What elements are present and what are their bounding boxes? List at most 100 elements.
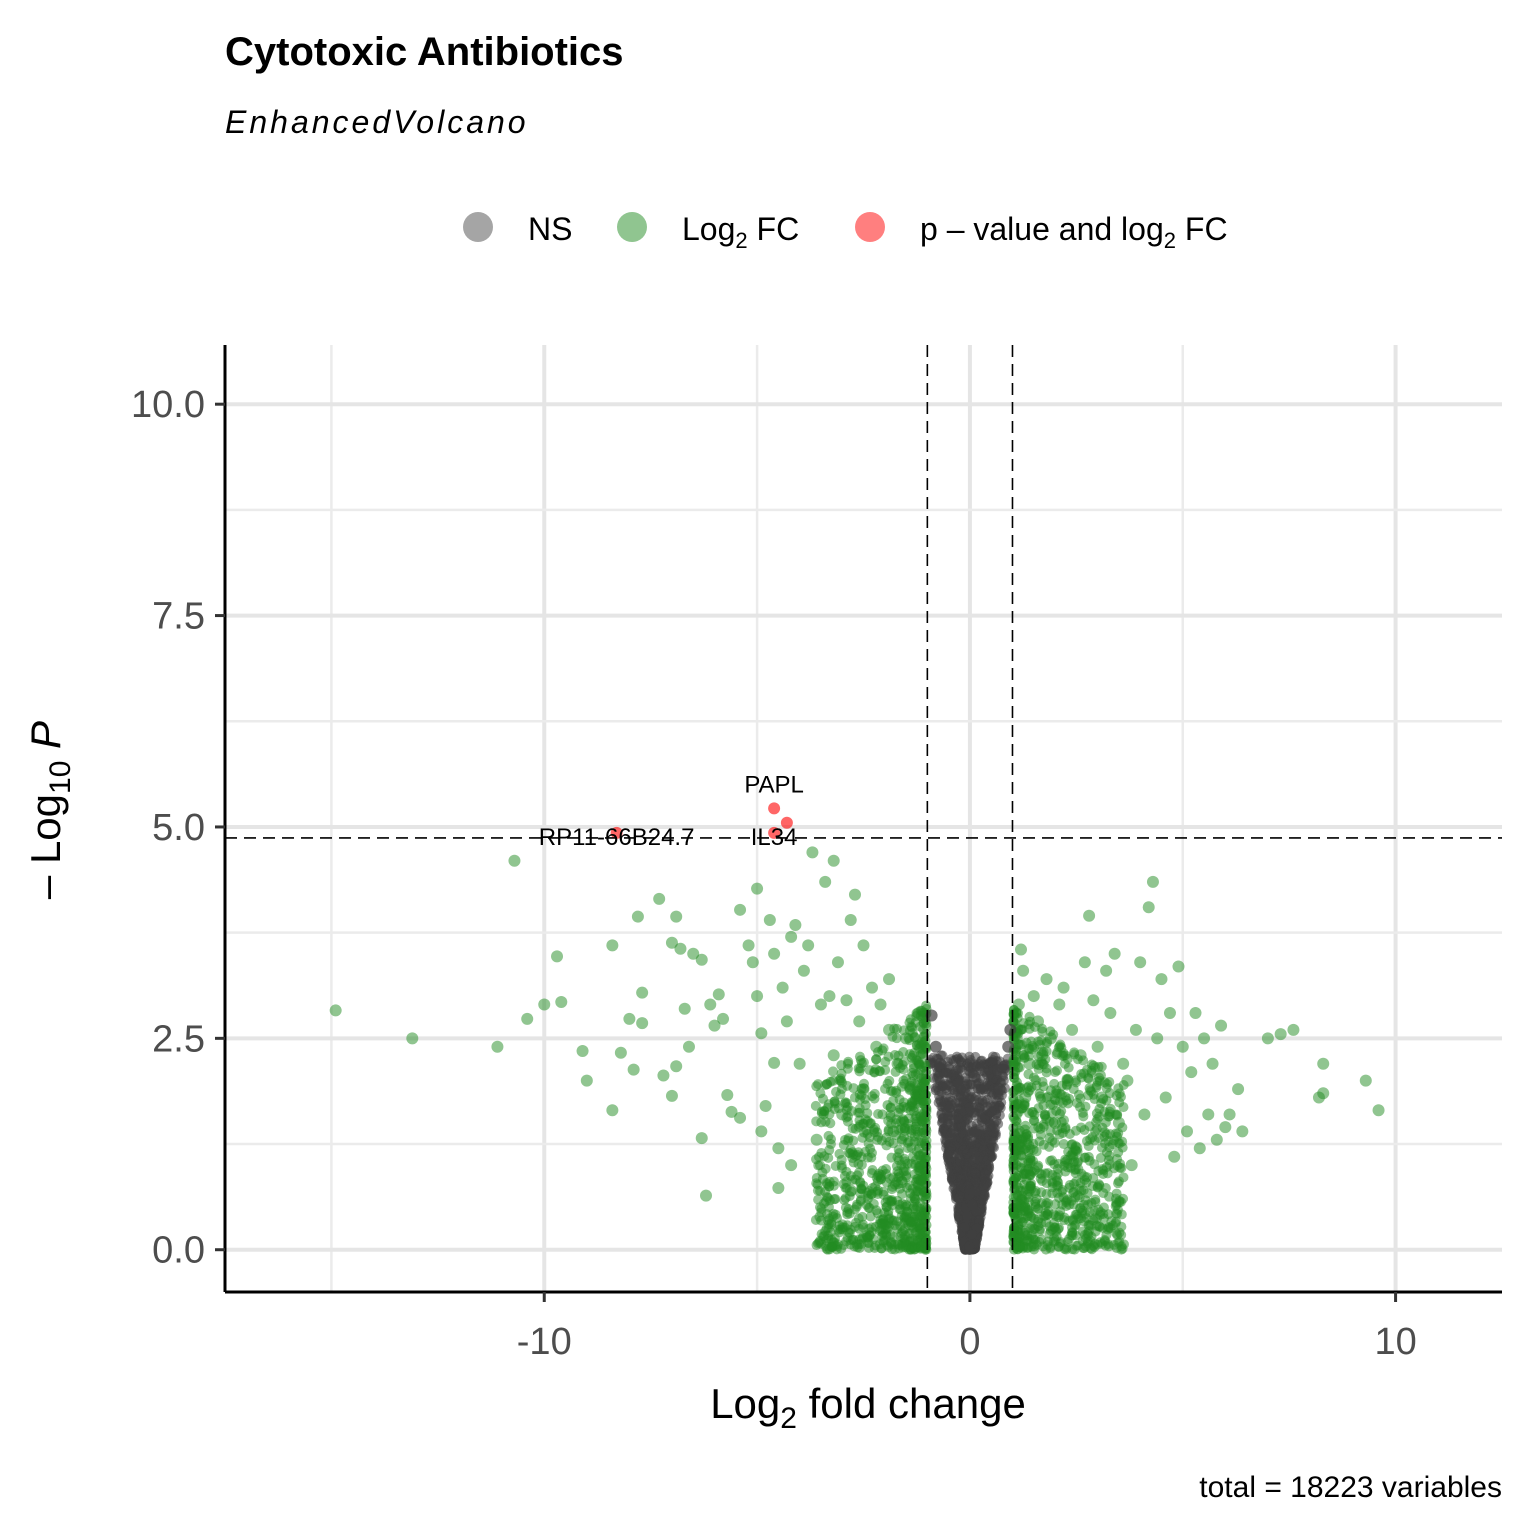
- log2fc-point: [665, 936, 678, 949]
- ns-point: [943, 1113, 954, 1124]
- y-tick-label: 7.5: [152, 596, 205, 638]
- log2fc-point: [888, 1138, 899, 1149]
- log2fc-point: [877, 1109, 888, 1120]
- log2fc-point: [857, 1083, 870, 1096]
- log2fc-point: [1114, 1097, 1125, 1108]
- x-axis-title: Log2 fold change: [710, 1380, 1026, 1435]
- ns-point: [944, 1148, 955, 1159]
- log2fc-point: [842, 1220, 853, 1231]
- log2fc-point: [827, 854, 840, 867]
- log2fc-point: [1047, 1224, 1058, 1235]
- log2fc-point: [874, 1239, 885, 1250]
- log2fc-point: [844, 1208, 855, 1219]
- log2fc-point: [678, 1002, 691, 1015]
- ns-point: [950, 1098, 961, 1109]
- log2fc-point: [835, 1073, 846, 1084]
- log2fc-point: [627, 1063, 640, 1076]
- log2fc-point: [881, 1163, 892, 1174]
- log2fc-point: [1028, 1239, 1039, 1250]
- log2fc-point: [1359, 1074, 1372, 1087]
- ns-point: [940, 1092, 951, 1103]
- log2fc-point: [892, 1216, 903, 1227]
- log2fc-point: [866, 981, 879, 994]
- log2fc-point: [828, 1208, 839, 1219]
- cutoff-lines: [225, 345, 1502, 1292]
- log2fc-point: [1017, 964, 1030, 977]
- log2fc-point: [843, 1133, 854, 1144]
- log2fc-point: [712, 988, 725, 1001]
- ns-point: [986, 1138, 997, 1149]
- legend-label-ns: NS: [528, 211, 572, 247]
- log2fc-point: [636, 986, 649, 999]
- y-tick-label: 10.0: [131, 384, 205, 426]
- log2fc-point: [1104, 1006, 1117, 1019]
- ns-point: [958, 1145, 969, 1156]
- log2fc-point: [1061, 1074, 1074, 1087]
- log2fc-point: [734, 903, 747, 916]
- log2fc-point: [902, 1158, 913, 1169]
- legend-label-pvalue-and-log2fc: p – value and log2 FC: [920, 211, 1228, 253]
- log2fc-point: [1078, 956, 1091, 969]
- log2fc-point: [912, 1006, 925, 1019]
- ns-point: [967, 1199, 978, 1210]
- log2fc-point: [776, 981, 789, 994]
- log2fc-point: [894, 1199, 905, 1210]
- log2fc-point: [1100, 964, 1113, 977]
- log2fc-point: [1045, 1085, 1056, 1096]
- ns-point: [978, 1180, 989, 1191]
- log2fc-point: [1033, 1203, 1044, 1214]
- log2fc-point: [538, 998, 551, 1011]
- log2fc-point: [1274, 1028, 1287, 1041]
- x-tick-label: 10: [1374, 1321, 1416, 1363]
- log2fc-point: [1034, 1136, 1045, 1147]
- significant-point: [768, 802, 781, 815]
- log2fc-point: [904, 1049, 915, 1060]
- log2fc-point: [1058, 1139, 1069, 1150]
- log2fc-point: [829, 1237, 840, 1248]
- point-labels: PAPL IL34 RP11-66B24.7: [539, 771, 804, 851]
- legend-key-ns: [463, 212, 493, 242]
- log2fc-point: [1031, 1146, 1042, 1157]
- log2fc-point: [827, 1049, 840, 1062]
- log2fc-point: [872, 1134, 883, 1145]
- log2fc-point: [1064, 1128, 1075, 1139]
- log2fc-point: [1078, 1111, 1089, 1122]
- log2fc-point: [1047, 1169, 1058, 1180]
- log2fc-point: [1095, 1091, 1108, 1104]
- log2fc-point: [1151, 1032, 1164, 1045]
- log2fc-point: [1202, 1108, 1215, 1121]
- log2fc-point: [1023, 1164, 1034, 1175]
- log2fc-point: [919, 1202, 930, 1213]
- log2fc-point: [854, 1234, 865, 1245]
- log2fc-point: [1116, 1209, 1127, 1220]
- log2fc-point: [900, 1032, 913, 1045]
- log2fc-point: [870, 1040, 883, 1053]
- log2fc-point: [836, 1154, 847, 1165]
- log2fc-point: [1044, 1132, 1055, 1143]
- log2fc-point: [821, 1196, 832, 1207]
- log2fc-point: [891, 1057, 904, 1070]
- log2fc-point: [1024, 1044, 1035, 1055]
- log2fc-point: [1027, 1220, 1038, 1231]
- log2fc-point: [836, 1243, 847, 1254]
- axes: 0.0 2.5 5.0 7.5 10.0 -10 0 10: [131, 345, 1502, 1363]
- log2fc-point: [1051, 1065, 1062, 1076]
- log2fc-point: [763, 913, 776, 926]
- log2fc-point: [785, 1159, 798, 1172]
- log2fc-point: [885, 1173, 896, 1184]
- log2fc-point: [1054, 1108, 1065, 1119]
- log2fc-point: [1134, 956, 1147, 969]
- log2fc-point: [1061, 1242, 1072, 1253]
- log2fc-point: [1041, 1067, 1052, 1078]
- log2fc-point: [1040, 973, 1053, 986]
- log2fc-point: [1015, 1224, 1026, 1235]
- log2fc-point: [920, 1179, 931, 1190]
- log2fc-point: [1092, 1076, 1103, 1087]
- log2fc-point: [1025, 1181, 1036, 1192]
- log2fc-point: [1014, 943, 1027, 956]
- log2fc-point: [1016, 1200, 1027, 1211]
- ns-point: [966, 1120, 977, 1131]
- ns-point: [953, 1193, 964, 1204]
- log2fc-point: [1028, 1072, 1039, 1083]
- log2fc-point: [751, 990, 764, 1003]
